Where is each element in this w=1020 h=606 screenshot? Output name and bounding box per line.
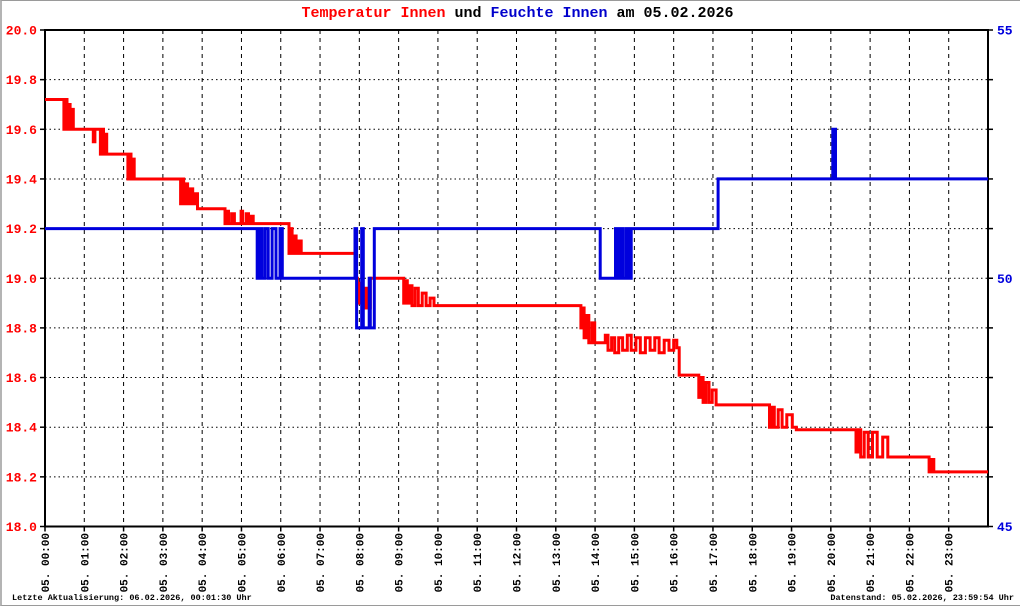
- x-axis-label: 05. 08:00: [355, 533, 367, 592]
- x-axis-label: 05. 15:00: [630, 533, 642, 592]
- temperature-line: [45, 98, 988, 474]
- title-humidity-label: Feuchte Innen: [490, 5, 608, 22]
- title-temperature-label: Temperatur Innen: [301, 5, 446, 22]
- x-axis-label: 05. 22:00: [905, 533, 917, 592]
- x-axis-label: 05. 03:00: [159, 533, 171, 592]
- x-axis-label: 05. 06:00: [277, 533, 289, 592]
- x-axis-label: 05. 14:00: [591, 533, 603, 592]
- x-axis-label: 05. 13:00: [552, 533, 564, 592]
- left-axis-label: 18.2: [6, 470, 37, 485]
- last-update-text: Letzte Aktualisierung: 06.02.2026, 00:01…: [12, 593, 252, 603]
- x-axis-label: 05. 11:00: [473, 533, 485, 592]
- data-timestamp-text: Datenstand: 05.02.2026, 23:59:54 Uhr: [830, 593, 1014, 603]
- x-axis-label: 05. 20:00: [827, 533, 839, 592]
- x-axis-label: 05. 12:00: [513, 533, 525, 592]
- left-axis-label: 18.6: [6, 371, 37, 386]
- x-axis-label: 05. 04:00: [198, 533, 210, 592]
- x-axis-label: 05. 17:00: [709, 533, 721, 592]
- x-axis-label: 05. 16:00: [670, 533, 682, 592]
- x-axis-label: 05. 19:00: [788, 533, 800, 592]
- x-axis-label: 05. 21:00: [866, 533, 878, 592]
- left-axis-label: 18.4: [6, 421, 37, 436]
- chart-title: Temperatur Innen und Feuchte Innen am 05…: [46, 5, 989, 22]
- right-axis-label: 45: [997, 520, 1013, 535]
- humidity-line: [45, 127, 988, 330]
- right-axis-label: 50: [997, 272, 1013, 287]
- x-axis-label: 05. 18:00: [748, 533, 760, 592]
- left-axis-label: 19.4: [6, 172, 37, 187]
- title-und-text: und: [445, 5, 491, 22]
- left-axis-label: 20.0: [6, 24, 37, 39]
- right-axis-label: 55: [997, 24, 1013, 39]
- x-axis-label: 05. 02:00: [120, 533, 132, 592]
- x-axis-label: 05. 00:00: [41, 533, 53, 592]
- title-date-text: am 05.02.2026: [607, 5, 734, 22]
- left-axis-label: 19.0: [6, 272, 37, 287]
- left-axis-label: 18.0: [6, 520, 37, 535]
- left-axis-label: 19.2: [6, 222, 37, 237]
- x-axis-label: 05. 23:00: [945, 533, 957, 592]
- left-axis-label: 19.8: [6, 73, 37, 88]
- plot-frame: [44, 29, 989, 528]
- x-axis-label: 05. 05:00: [238, 533, 250, 592]
- x-axis-label: 05. 09:00: [395, 533, 407, 592]
- left-axis-label: 19.6: [6, 123, 37, 138]
- x-axis-label: 05. 07:00: [316, 533, 328, 592]
- left-axis-label: 18.8: [6, 321, 37, 336]
- x-axis-label: 05. 01:00: [80, 533, 92, 592]
- x-axis-label: 05. 10:00: [434, 533, 446, 592]
